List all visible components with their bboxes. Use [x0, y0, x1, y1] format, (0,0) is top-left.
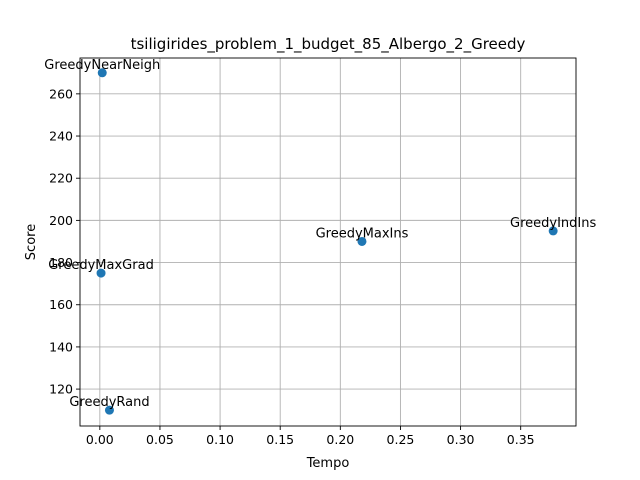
data-point — [104, 405, 114, 415]
axes-layer: 0.00 0.05 0.10 0.15 0.20 0.25 0.30 0.35 120 140 16… — [49, 57, 577, 447]
y-tick-label: 260 — [49, 86, 73, 101]
y-tick-label: 180 — [49, 255, 73, 270]
x-tick-label: 0.05 — [146, 432, 174, 447]
y-tick-label: 220 — [49, 171, 73, 186]
x-tick-label: 0.20 — [326, 432, 354, 447]
x-tick-label: 0.10 — [206, 432, 234, 447]
x-tick-label: 0.15 — [266, 432, 294, 447]
x-tick-label: 0.25 — [387, 432, 415, 447]
y-tick-label: 200 — [49, 213, 73, 228]
data-point-label: GreedyMaxGrad — [48, 258, 154, 273]
data-point-label: GreedyMaxIns — [316, 226, 409, 241]
x-tick-label: 0.00 — [86, 432, 114, 447]
data-point-label: GreedyNearNeigh — [44, 58, 160, 73]
x-tick-label: 0.30 — [447, 432, 475, 447]
y-tick-label: 160 — [49, 297, 73, 312]
plot-frame — [79, 57, 577, 427]
chart-title: tsiligirides_problem_1_budget_85_Albergo… — [131, 35, 526, 54]
data-point — [96, 268, 106, 278]
grid-layer — [80, 58, 576, 426]
data-point — [357, 236, 367, 246]
data-point — [548, 226, 558, 236]
x-tick-label: 0.35 — [507, 432, 535, 447]
data-point-label: GreedyRand — [69, 395, 149, 410]
points-layer: GreedyNearNeigh GreedyMaxGrad GreedyRand Gr… — [44, 58, 597, 415]
x-axis-label: Tempo — [306, 456, 350, 471]
y-tick-label: 140 — [49, 339, 73, 354]
y-tick-label: 120 — [49, 382, 73, 397]
data-point-label: GreedyIndIns — [510, 216, 596, 231]
y-tick-label: 240 — [49, 129, 73, 144]
y-axis-label: Score — [24, 224, 39, 260]
data-point — [97, 68, 107, 78]
